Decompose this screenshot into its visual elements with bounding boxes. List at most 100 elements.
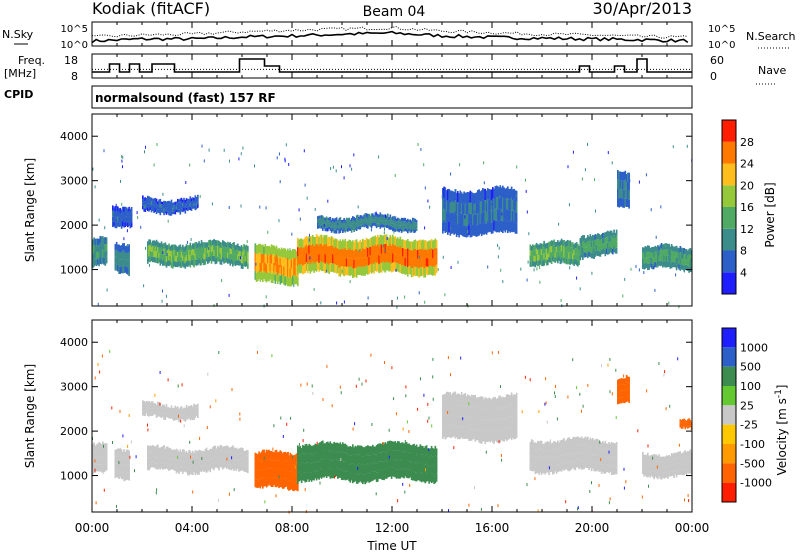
scatter-cell <box>343 228 345 232</box>
scatter-cell <box>334 442 337 452</box>
scatter-cell <box>307 246 309 256</box>
scatter-cell <box>540 243 543 250</box>
scatter-cell <box>197 469 199 475</box>
speckle <box>429 205 431 209</box>
scatter-cell <box>578 245 580 251</box>
scatter-cell <box>387 220 389 225</box>
scatter-cell <box>160 462 163 469</box>
scatter-cell <box>384 263 387 273</box>
scatter-cell <box>585 460 588 468</box>
scatter-cell <box>102 236 104 244</box>
scatter-cell <box>284 478 287 488</box>
scatter-cell <box>400 468 403 478</box>
beam-title: Beam 04 <box>363 4 426 20</box>
scatter-cell <box>199 243 202 249</box>
scatter-cell <box>348 446 350 456</box>
scatter-cell <box>329 460 332 470</box>
scatter-cell <box>208 240 210 246</box>
scatter-cell <box>154 452 157 458</box>
scatter-cell <box>262 478 264 489</box>
speckle <box>669 404 671 408</box>
scatter-cell <box>255 254 258 264</box>
scatter-cell <box>545 254 548 260</box>
scatter-cell <box>245 455 248 462</box>
scatter-cell <box>163 408 165 413</box>
scatter-cell <box>323 469 325 478</box>
scatter-cell <box>143 208 145 212</box>
scatter-cell <box>414 229 417 233</box>
scatter-cell <box>652 258 654 264</box>
scatter-cell <box>598 448 600 456</box>
scatter-cell <box>553 441 555 450</box>
scatter-cell <box>578 250 580 256</box>
cpid-value: normalsound (fast) 157 RF <box>95 91 276 105</box>
scatter-cell <box>214 462 217 468</box>
scatter-cell <box>159 409 162 414</box>
speckle <box>567 395 569 399</box>
scatter-cell <box>358 454 360 464</box>
scatter-cell <box>672 464 674 471</box>
scatter-cell <box>152 456 154 462</box>
scatter-cell <box>330 452 333 461</box>
scatter-cell <box>684 450 687 457</box>
scatter-cell <box>382 217 384 221</box>
scatter-cell <box>349 225 352 228</box>
scatter-cell <box>277 275 279 284</box>
scatter-cell <box>604 449 607 458</box>
scatter-cell <box>148 207 150 212</box>
scatter-cell <box>149 256 152 263</box>
scatter-cell <box>537 448 539 457</box>
scatter-cell <box>317 252 319 262</box>
scatter-cell <box>689 423 692 426</box>
speckle <box>327 460 329 464</box>
speckle <box>402 427 404 431</box>
scatter-cell <box>410 250 413 260</box>
speckle <box>474 486 475 490</box>
speckle <box>192 490 194 494</box>
scatter-cell <box>193 261 195 268</box>
scatter-cell <box>119 259 122 267</box>
scatter-cell <box>392 234 394 244</box>
scatter-cell <box>602 456 604 465</box>
scatter-cell <box>349 222 352 226</box>
scatter-cell <box>168 448 170 454</box>
scatter-cell <box>197 259 199 266</box>
speckle <box>427 419 429 423</box>
scatter-cell <box>313 453 315 463</box>
scatter-cell <box>99 442 102 450</box>
scatter-cell <box>338 267 340 277</box>
scatter-cell <box>419 258 422 268</box>
scatter-cell <box>589 234 592 240</box>
scatter-cell <box>207 253 209 259</box>
scatter-cell <box>655 466 658 473</box>
scatter-cell <box>235 465 238 471</box>
scatter-cell <box>290 277 293 287</box>
scatter-cell <box>627 181 629 190</box>
scatter-cell <box>573 436 575 445</box>
scatter-cell <box>529 456 532 464</box>
scatter-cell <box>569 252 572 259</box>
scatter-cell <box>339 258 342 268</box>
scatter-cell <box>433 448 435 458</box>
scatter-cell <box>672 256 674 262</box>
scatter-cell <box>240 245 243 251</box>
scatter-cell <box>214 451 217 457</box>
scatter-cell <box>322 237 324 246</box>
scatter-cell <box>343 470 345 480</box>
scatter-cell <box>503 198 505 209</box>
scatter-cell <box>627 382 629 389</box>
scatter-cell <box>677 457 679 464</box>
scatter-cell <box>535 458 538 466</box>
speckle <box>147 428 149 432</box>
scatter-cell <box>542 249 544 255</box>
scatter-cell <box>198 257 200 264</box>
scatter-cell <box>323 244 325 254</box>
scatter-cell <box>308 462 310 473</box>
scatter-cell <box>183 201 185 205</box>
scatter-cell <box>585 237 588 243</box>
scatter-cell <box>490 409 493 421</box>
speckle <box>587 142 588 146</box>
scatter-cell <box>675 258 678 265</box>
speckle <box>485 200 487 204</box>
scatter-cell <box>368 256 370 266</box>
